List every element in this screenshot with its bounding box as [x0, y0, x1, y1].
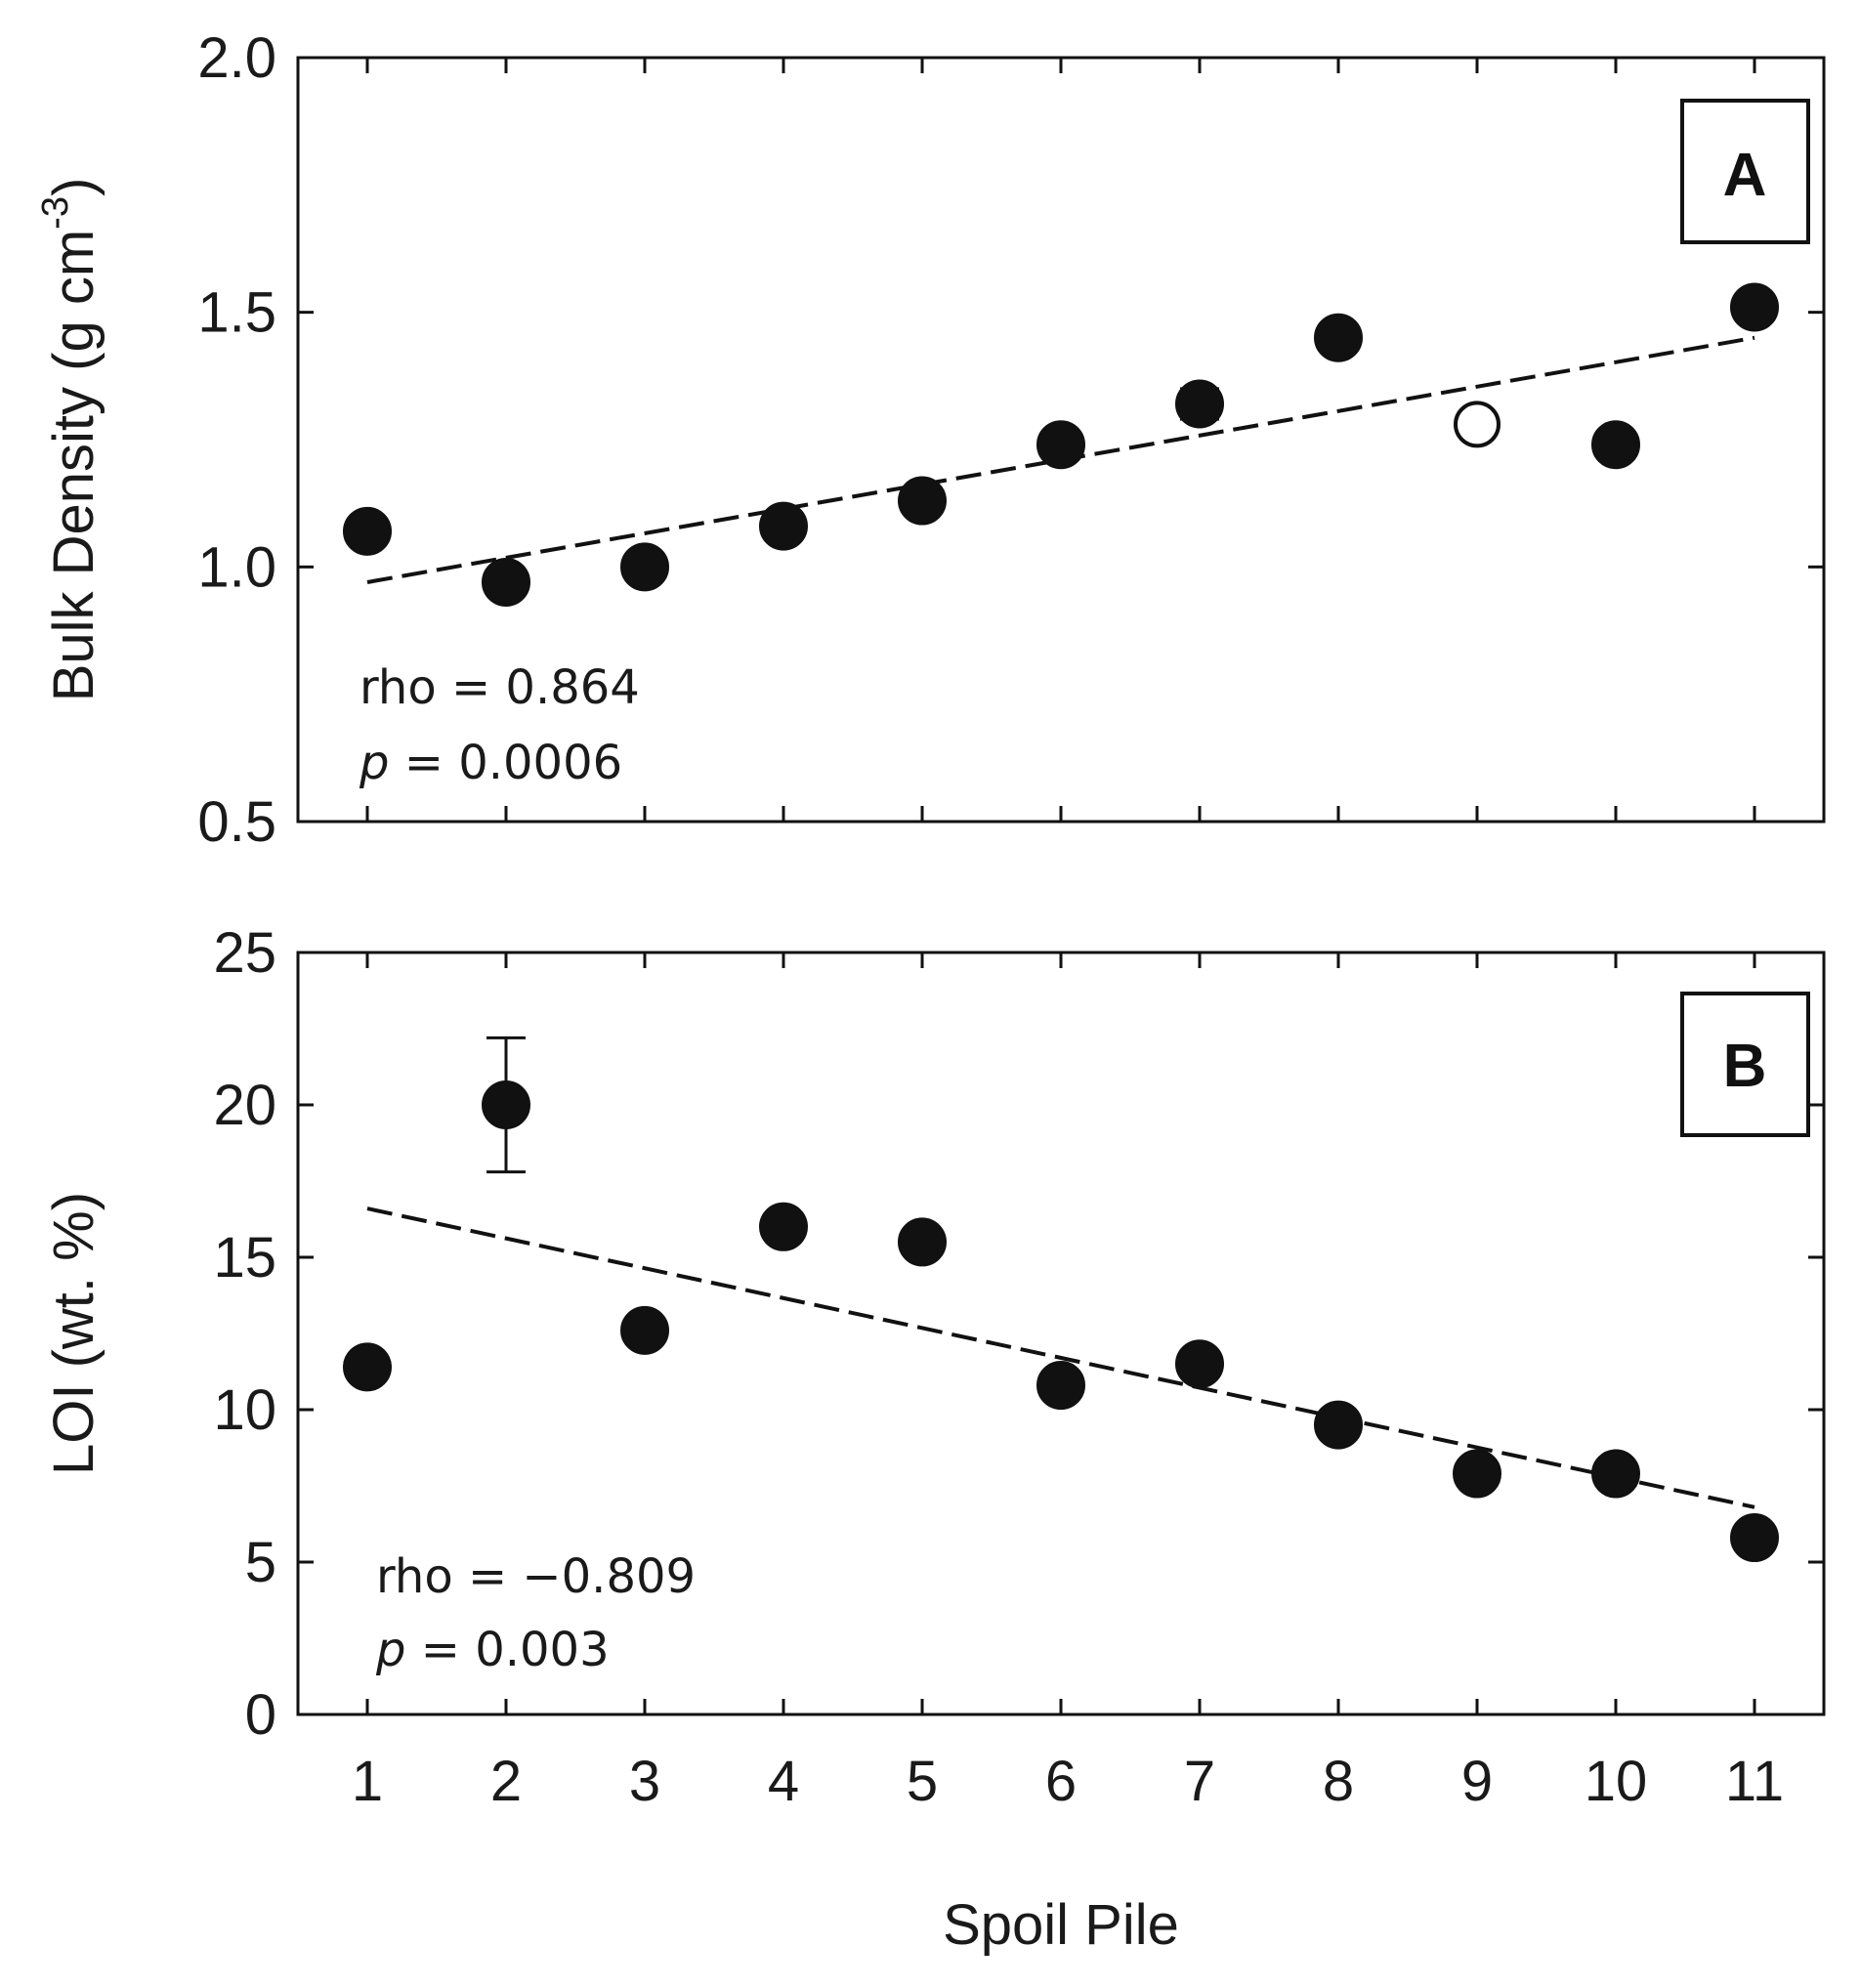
x-tick-label: 4	[768, 1750, 799, 1813]
panel-b-y-tick-label: 25	[213, 921, 276, 985]
panel-a-x-ticks	[365, 58, 1756, 822]
panel-b-y-tick-label: 5	[245, 1531, 276, 1594]
panel-a-data-point	[1036, 420, 1085, 470]
panel-a-p-stat: p = 0.0006	[359, 736, 622, 790]
panel-a-p-value: 0.0006	[458, 736, 622, 790]
panel-b-data-point	[620, 1305, 669, 1355]
panel-a-y-axis-title: Bulk Density (g cm-3)	[35, 178, 106, 702]
panel-b-rho-value: −0.809	[522, 1549, 696, 1604]
panel-a-rho-stat: rho = 0.864	[359, 660, 640, 715]
panel-b-rho-label: rho	[376, 1549, 453, 1604]
panel-b-data-point	[759, 1202, 808, 1251]
panel-a-data-point	[1314, 313, 1363, 362]
panel-a-data-point	[898, 476, 947, 526]
panel-a-y-axis-title-sup: -3	[35, 196, 76, 230]
panel-a-data-point	[759, 501, 808, 551]
panel-a-letter: A	[1723, 142, 1767, 209]
panel-b-data-point	[343, 1342, 392, 1392]
panel-b-data-point	[1453, 1449, 1501, 1499]
panel-b-trend-line	[366, 1206, 1755, 1509]
panel-b-data-point	[1175, 1339, 1224, 1389]
panel-b-letter: B	[1723, 1033, 1767, 1100]
panel-a-y-tick-label: 0.5	[197, 790, 276, 854]
panel-a-y-ticks: 0.5 1.0 1.5 2.0	[197, 26, 1824, 854]
panel-a-rho-value: 0.864	[505, 660, 639, 715]
panel-b-rho-stat: rho = −0.809	[376, 1549, 696, 1604]
panel-b-y-tick-label: 20	[213, 1074, 276, 1137]
panel-a-data-point-open	[1454, 401, 1501, 448]
x-tick-label: 11	[1725, 1750, 1784, 1813]
panel-a-rho-label: rho	[359, 660, 437, 715]
panel-b: 0 5 10 15 20 25 1 2 3 4 5 6 7 8 9 10 11 LOI (wt. %) Spo…	[42, 921, 1826, 1957]
panel-a-data-point	[343, 506, 392, 556]
panel-b-p-stat: p = 0.003	[375, 1623, 610, 1677]
panel-b-y-ticks: 0 5 10 15 20 25	[213, 921, 1824, 1747]
x-axis-title: Spoil Pile	[943, 1893, 1179, 1957]
x-tick-label: 3	[629, 1750, 660, 1813]
panel-a-data-point	[1175, 379, 1224, 429]
panel-b-x-ticks: 1 2 3 4 5 6 7 8 9 10 11	[352, 952, 1784, 1813]
panel-b-data-point	[1036, 1361, 1085, 1411]
panel-b-data-point	[898, 1217, 947, 1267]
panel-a-letter-box	[1680, 99, 1810, 244]
panel-b-data-point	[1591, 1449, 1640, 1499]
x-tick-label: 5	[907, 1750, 938, 1813]
panel-a-data-point	[482, 557, 530, 607]
panel-b-data-point	[482, 1080, 530, 1129]
panel-a-data-point	[620, 542, 669, 592]
panel-a-y-axis-title-main: Bulk Density (g cm	[42, 230, 106, 701]
panel-a-y-tick-label: 1.5	[197, 281, 276, 345]
x-tick-label: 9	[1461, 1750, 1493, 1813]
panel-b-y-axis-title: LOI (wt. %)	[42, 1192, 106, 1475]
panel-a-p-label: p	[359, 736, 389, 790]
panel-b-y-tick-label: 10	[213, 1378, 276, 1442]
panel-b-data-point	[1314, 1400, 1363, 1450]
panel-a-y-tick-label: 2.0	[197, 26, 276, 90]
x-tick-label: 1	[352, 1750, 383, 1813]
x-tick-label: 7	[1184, 1750, 1215, 1813]
panel-b-p-label: p	[375, 1623, 405, 1677]
panel-b-p-value: 0.003	[475, 1623, 609, 1677]
panel-b-letter-box	[1680, 992, 1810, 1137]
x-tick-label: 2	[490, 1750, 522, 1813]
panel-a-data-point	[1591, 420, 1640, 470]
panel-b-points	[343, 1080, 1779, 1563]
x-tick-label: 8	[1323, 1750, 1354, 1813]
panel-a: 0.5 1.0 1.5 2.0 Bulk Density (g cm-3) rho =…	[35, 26, 1826, 854]
panel-b-y-tick-label: 15	[213, 1226, 276, 1290]
x-tick-label: 6	[1045, 1750, 1077, 1813]
panel-b-y-tick-label: 0	[245, 1683, 276, 1747]
panel-a-y-tick-label: 1.0	[197, 535, 276, 599]
panel-a-y-axis-title-close: )	[42, 178, 106, 196]
panel-b-data-point	[1730, 1513, 1779, 1563]
panel-a-points	[343, 282, 1779, 607]
x-tick-label: 10	[1585, 1750, 1648, 1813]
panel-a-data-point	[1730, 282, 1779, 332]
